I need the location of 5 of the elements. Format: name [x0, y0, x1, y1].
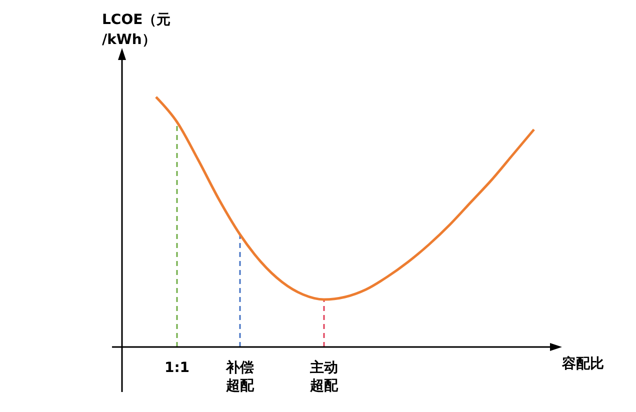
x-tick-label: 主动超配: [309, 359, 339, 394]
x-axis-title: 容配比: [561, 355, 604, 372]
x-tick-label: 补偿超配: [225, 359, 255, 394]
y-axis-title: LCOE（元/kWh）: [102, 12, 171, 48]
x-tick-label: 1:1: [164, 360, 190, 376]
